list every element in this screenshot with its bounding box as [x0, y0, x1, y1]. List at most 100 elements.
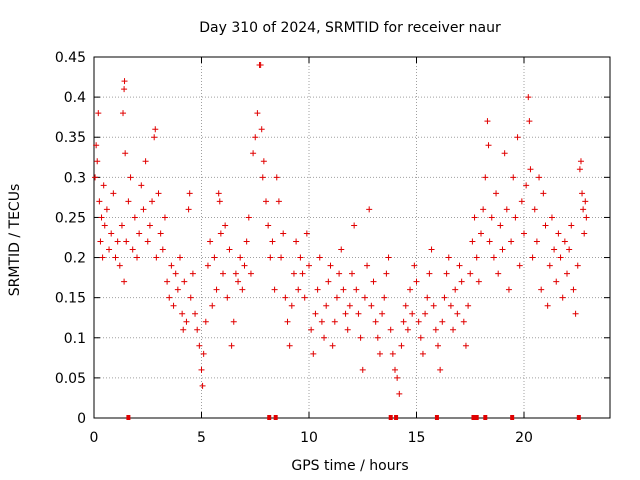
data-point [439, 318, 446, 325]
data-point [127, 174, 134, 181]
data-point [134, 254, 140, 261]
data-point [473, 254, 480, 261]
data-point [465, 302, 472, 309]
data-point [222, 222, 229, 229]
zero-marker [273, 415, 278, 420]
data-point [257, 62, 264, 69]
data-point [538, 286, 545, 293]
data-point [488, 214, 495, 221]
data-point [97, 238, 104, 245]
data-point [340, 286, 347, 293]
data-point [450, 326, 457, 333]
data-point [99, 254, 106, 261]
data-point [98, 214, 105, 221]
data-point [106, 246, 113, 253]
data-point [280, 230, 287, 237]
data-point [199, 382, 206, 389]
data-point [151, 134, 158, 141]
y-tick-label: 0.3 [64, 170, 86, 186]
data-point [200, 350, 207, 357]
data-point [293, 238, 300, 245]
data-point [209, 302, 216, 309]
zero-marker [394, 415, 399, 420]
data-point [374, 334, 381, 341]
data-point [581, 230, 588, 237]
data-point [186, 190, 193, 197]
data-point [295, 286, 302, 293]
data-point [258, 126, 265, 133]
data-point [204, 262, 211, 269]
data-point [183, 318, 190, 325]
data-point [574, 262, 581, 269]
data-point [445, 254, 452, 261]
data-point [486, 238, 493, 245]
plot-frame [93, 56, 611, 419]
data-point [544, 302, 551, 309]
data-point [170, 302, 177, 309]
data-point [207, 238, 214, 245]
data-point [121, 78, 128, 85]
data-point [499, 246, 506, 253]
y-tick-label: 0.2 [64, 251, 86, 267]
chart-grid [94, 57, 610, 418]
data-point [583, 214, 590, 221]
data-point [245, 214, 252, 221]
data-point [265, 222, 272, 229]
data-point [370, 278, 377, 285]
data-point [254, 110, 261, 117]
data-point [415, 318, 422, 325]
data-point [216, 198, 223, 205]
data-point [146, 222, 153, 229]
data-point [95, 110, 102, 117]
data-point [129, 246, 136, 253]
data-point [252, 134, 259, 141]
data-point [228, 342, 235, 349]
data-point [321, 334, 328, 341]
data-point [346, 302, 353, 309]
data-point [407, 286, 414, 293]
data-point [121, 86, 128, 93]
data-point [469, 238, 476, 245]
data-point [189, 270, 196, 277]
data-point [318, 318, 325, 325]
data-point [404, 326, 411, 333]
data-point [533, 238, 540, 245]
data-point [471, 214, 478, 221]
data-point [140, 206, 147, 213]
data-point [121, 278, 128, 285]
data-point [153, 254, 160, 261]
data-point [443, 270, 450, 277]
data-point [490, 254, 497, 261]
data-point [316, 254, 323, 261]
data-point [577, 158, 584, 165]
data-point [96, 198, 103, 205]
data-point [247, 270, 254, 277]
data-point [94, 158, 101, 165]
data-point [172, 270, 179, 277]
data-point [526, 118, 533, 125]
data-point [512, 214, 519, 221]
data-point [441, 294, 448, 301]
data-point [484, 118, 491, 125]
data-point [250, 150, 257, 157]
data-point [198, 366, 205, 373]
data-point [559, 294, 566, 301]
data-point [239, 286, 246, 293]
data-point [495, 270, 502, 277]
data-point [580, 206, 587, 213]
data-point [329, 342, 336, 349]
data-point [475, 278, 482, 285]
data-point [142, 158, 149, 165]
data-point [387, 326, 394, 333]
zero-marker [576, 415, 581, 420]
y-tick-label: 0 [77, 411, 86, 427]
data-point [301, 294, 308, 301]
data-point [303, 230, 310, 237]
data-point [452, 286, 459, 293]
zero-marker [267, 415, 272, 420]
data-point [548, 214, 555, 221]
data-point [372, 318, 379, 325]
data-point [570, 286, 577, 293]
data-point [267, 254, 274, 261]
